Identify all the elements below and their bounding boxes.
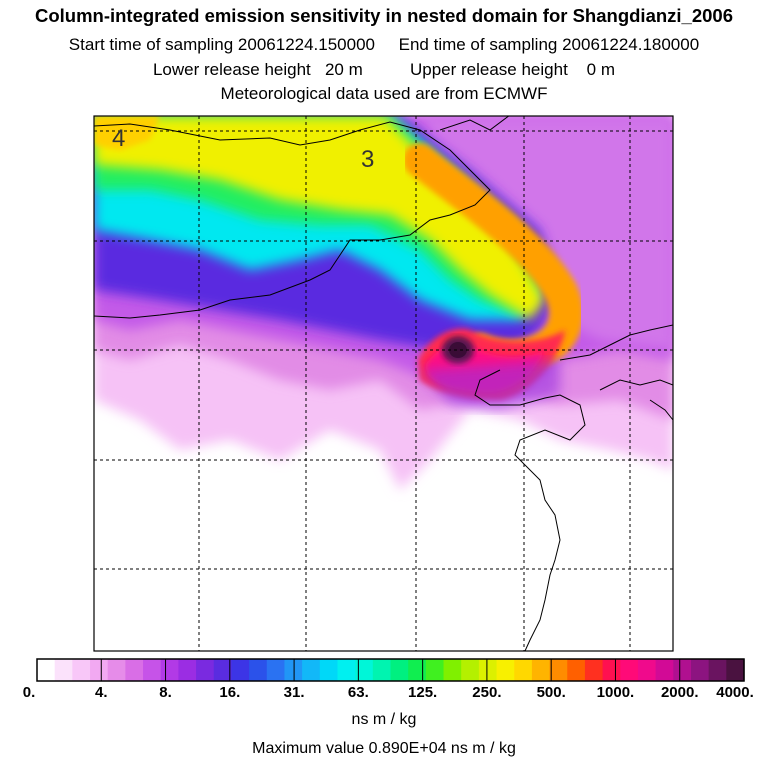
colorbar-swatch bbox=[549, 659, 568, 681]
colorbar-swatch bbox=[443, 659, 462, 681]
colorbar-swatch bbox=[72, 659, 91, 681]
colorbar-swatch bbox=[160, 659, 180, 681]
colorbar-swatch bbox=[319, 659, 339, 681]
colorbar-tick-label: 63. bbox=[347, 684, 369, 701]
colorbar-tick-label: 250. bbox=[472, 684, 502, 701]
colorbar-swatch bbox=[249, 659, 268, 681]
colorbar-swatch bbox=[302, 659, 321, 681]
colorbar-swatch bbox=[514, 659, 533, 681]
colorbar-units: ns m / kg bbox=[351, 711, 417, 728]
colorbar-tick-label: 2000. bbox=[660, 684, 699, 701]
colorbar-tick-label: 125. bbox=[408, 684, 438, 701]
release-height-line: Lower release height 20 m Upper release … bbox=[152, 60, 616, 79]
colorbar-swatch bbox=[213, 659, 233, 681]
sensitivity-field bbox=[94, 116, 673, 651]
colorbar-swatch bbox=[655, 659, 674, 681]
colorbar-tick-label: 31. bbox=[283, 684, 305, 701]
plot-title: Column-integrated emission sensitivity i… bbox=[34, 5, 733, 26]
contour-label-4: 4 bbox=[112, 125, 125, 152]
colorbar-swatch bbox=[284, 659, 303, 681]
colorbar-tick-label: 500. bbox=[536, 684, 566, 701]
colorbar-tick-label: 0. bbox=[22, 684, 36, 701]
colorbar-swatch bbox=[567, 659, 586, 681]
colorbar-swatch bbox=[266, 659, 286, 681]
colorbar-swatch bbox=[408, 659, 427, 681]
colorbar-swatch bbox=[143, 659, 162, 681]
colorbar-swatch bbox=[37, 659, 56, 681]
colorbar-frame bbox=[36, 658, 745, 682]
colorbar-tick-label: 4000. bbox=[716, 684, 754, 701]
colorbar-swatch bbox=[673, 659, 692, 681]
colorbar-swatch bbox=[125, 659, 144, 681]
contour-label-3: 3 bbox=[361, 146, 374, 173]
colorbar-swatch bbox=[425, 659, 445, 681]
maximum-value-text: Maximum value 0.890E+04 ns m / kg bbox=[252, 740, 516, 757]
meteo-data-line: Meteorological data used are from ECMWF bbox=[220, 84, 548, 103]
colorbar-swatch bbox=[372, 659, 392, 681]
colorbar-swatch bbox=[461, 659, 480, 681]
colorbar-swatch bbox=[708, 659, 727, 681]
colorbar-tick-label: 8. bbox=[159, 684, 172, 701]
colorbar-swatch bbox=[390, 659, 409, 681]
colorbar-swatch bbox=[337, 659, 356, 681]
colorbar bbox=[37, 659, 745, 681]
colorbar-swatch bbox=[690, 659, 710, 681]
colorbar-swatch bbox=[54, 659, 73, 681]
colorbar-swatch bbox=[531, 659, 551, 681]
colorbar-tick-label: 1000. bbox=[596, 684, 635, 701]
colorbar-swatch bbox=[496, 659, 515, 681]
map-frame bbox=[93, 115, 674, 652]
colorbar-swatch bbox=[196, 659, 215, 681]
coastlines bbox=[94, 116, 673, 651]
colorbar-swatch bbox=[355, 659, 374, 681]
map-gridlines bbox=[94, 116, 673, 651]
colorbar-swatch bbox=[231, 659, 250, 681]
colorbar-swatch bbox=[178, 659, 197, 681]
colorbar-swatch bbox=[478, 659, 498, 681]
colorbar-swatch bbox=[584, 659, 604, 681]
colorbar-swatch bbox=[107, 659, 126, 681]
colorbar-swatch bbox=[602, 659, 621, 681]
colorbar-swatch bbox=[90, 659, 109, 681]
colorbar-tick-label: 4. bbox=[95, 684, 108, 701]
colorbar-swatch bbox=[637, 659, 657, 681]
sampling-time-line: Start time of sampling 20061224.150000 E… bbox=[68, 35, 700, 54]
colorbar-swatch bbox=[726, 659, 745, 681]
colorbar-tick-label: 16. bbox=[219, 684, 241, 701]
colorbar-swatch bbox=[620, 659, 639, 681]
